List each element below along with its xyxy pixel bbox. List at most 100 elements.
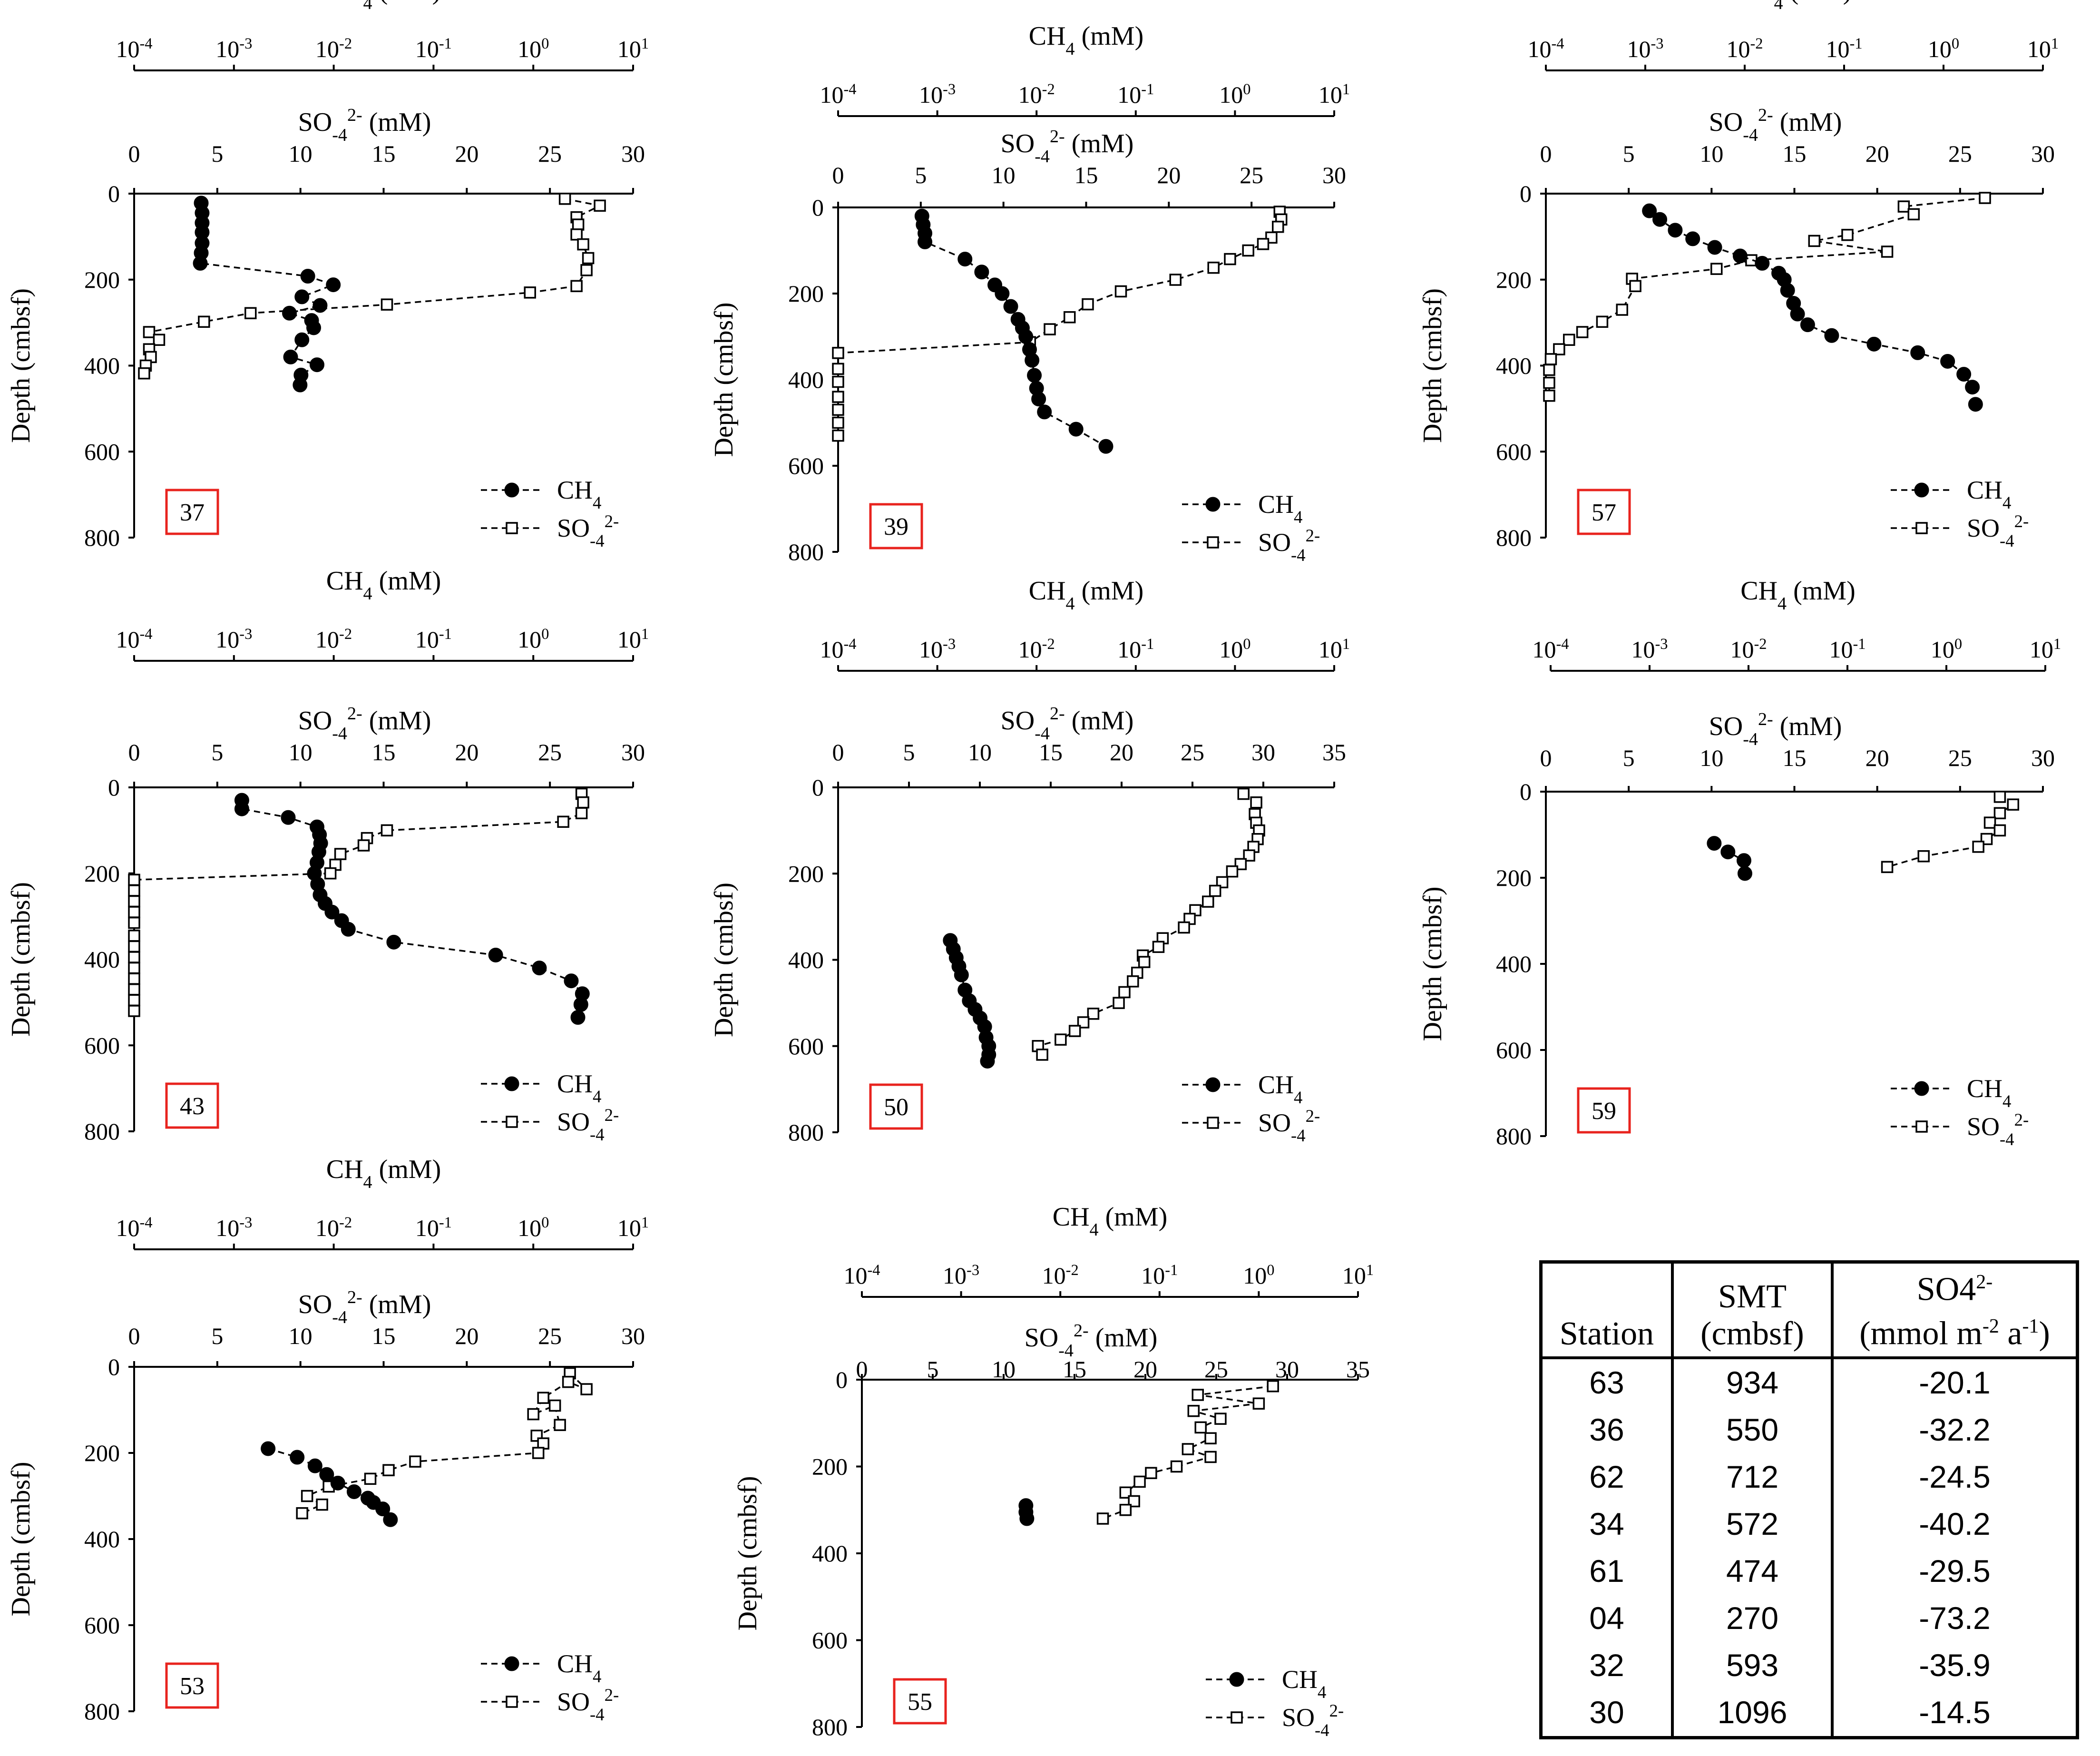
- flux-cell: -40.2: [1919, 1506, 1991, 1542]
- so4-data-point: [558, 193, 571, 205]
- ch4-tick-label: 10-1: [1826, 35, 1862, 62]
- so4-data-point: [1983, 816, 1996, 829]
- ch4-tick-label: 10-3: [215, 35, 252, 62]
- flux-header-superscript: 2-: [1976, 1271, 1993, 1293]
- so4-data-point: [575, 807, 588, 819]
- so4-data-point: [594, 199, 606, 212]
- so4-data-point: [832, 363, 844, 375]
- so4-data-point: [409, 1455, 421, 1468]
- ch4-data-point: [1707, 836, 1722, 851]
- so4-data-point: [128, 916, 140, 929]
- depth-axis-title: Depth (cmbsf): [709, 302, 739, 457]
- station-label: 37: [180, 499, 205, 526]
- so4-series-line: [837, 211, 1282, 436]
- ch4-tick-label: 10-2: [315, 1214, 352, 1241]
- so4-tick-label: 25: [538, 140, 562, 167]
- ch4-data-point: [383, 1512, 398, 1527]
- legend-ch4-label: CH4: [1258, 490, 1302, 527]
- legend-ch4-label: CH4: [557, 1649, 601, 1686]
- so4-data-point: [1145, 1467, 1157, 1479]
- ch4-data-point: [1866, 336, 1882, 352]
- ch4-data-point: [1755, 255, 1770, 271]
- legend-so4-label: SO-42-: [1258, 526, 1320, 565]
- station-cell: 36: [1541, 1406, 1674, 1453]
- so4-data-point: [1044, 323, 1056, 335]
- ch4-data-point: [1737, 866, 1752, 881]
- so4-data-point: [1553, 343, 1565, 355]
- so4-data-point: [1178, 921, 1190, 934]
- ch4-tick-label: 10-2: [1042, 1262, 1079, 1289]
- depth-tick-label: 600: [1496, 1037, 1532, 1063]
- ch4-data-point: [283, 349, 298, 364]
- ch4-data-point: [1642, 203, 1657, 218]
- ch4-data-point: [957, 252, 973, 267]
- depth-tick-label: 400: [1496, 951, 1532, 977]
- so4-axis-title: SO-42- (mM): [1001, 127, 1134, 167]
- ch4-data-point: [1968, 397, 1983, 412]
- ch4-tick-label: 10-3: [1631, 636, 1668, 663]
- smt-cell: 712: [1672, 1453, 1834, 1501]
- so4-axis-title: SO-42- (mM): [298, 704, 431, 744]
- so4-data-point: [1596, 315, 1609, 328]
- legend-so4-marker: [1207, 1117, 1219, 1129]
- so4-tick-label: 25: [538, 1323, 562, 1349]
- station-label: 55: [908, 1688, 932, 1716]
- station-cell: 30: [1541, 1688, 1674, 1738]
- depth-tick-label: 400: [788, 947, 824, 973]
- so4-data-point: [527, 1408, 539, 1421]
- depth-tick-label: 0: [1520, 180, 1532, 207]
- smt-cell: 934: [1672, 1357, 1834, 1406]
- ch4-data-point: [1910, 345, 1925, 360]
- smt-cell: 572: [1672, 1500, 1834, 1548]
- so4-tick-label: 0: [1540, 745, 1552, 771]
- ch4-tick-label: 100: [1931, 636, 1962, 663]
- depth-tick-label: 600: [812, 1627, 848, 1654]
- ch4-series-line: [241, 800, 584, 1018]
- flux-header-line2: (mmol m-2 a-1): [1859, 1315, 2050, 1352]
- so4-data-point: [570, 280, 583, 293]
- so4-tick-label: 30: [621, 1323, 645, 1349]
- ch4-data-point: [261, 1441, 276, 1456]
- ch4-tick-label: 10-2: [1018, 636, 1055, 663]
- so4-data-point: [1133, 1475, 1146, 1488]
- ch4-data-point: [294, 289, 310, 304]
- station-cell: 04: [1541, 1594, 1674, 1642]
- so4-data-point: [832, 347, 844, 359]
- so4-tick-label: 35: [1322, 739, 1346, 765]
- smt-cell: 593: [1672, 1641, 1834, 1689]
- depth-tick-label: 800: [788, 1119, 824, 1146]
- station-column-header: Station: [1541, 1262, 1674, 1359]
- so4-data-point: [548, 1399, 561, 1412]
- so4-data-point: [1087, 1008, 1100, 1020]
- ch4-data-point: [1824, 328, 1839, 343]
- ch4-axis-title: CH4 (mM): [1740, 576, 1856, 614]
- so4-data-point: [1972, 841, 1984, 853]
- table-row: 36 550 -32.2: [1541, 1406, 2078, 1453]
- depth-tick-label: 200: [788, 280, 824, 307]
- smt-header-line2: (cmbsf): [1700, 1315, 1804, 1352]
- flux-cell: -29.5: [1919, 1553, 1991, 1589]
- legend-so4-label: SO-42-: [557, 1105, 619, 1144]
- ch4-axis-title: CH4 (mM): [1029, 576, 1144, 614]
- so4-data-point: [1543, 363, 1555, 376]
- so4-tick-label: 30: [2031, 140, 2055, 167]
- so4-tick-label: 25: [1240, 162, 1263, 188]
- so4-data-point: [1113, 997, 1125, 1009]
- so4-data-point: [1629, 280, 1641, 293]
- ch4-tick-label: 101: [2030, 636, 2061, 663]
- so4-data-point: [832, 375, 844, 388]
- legend-so4-label: SO-42-: [1967, 511, 2029, 550]
- legend-so4-label: SO-42-: [1282, 1701, 1344, 1740]
- so4-data-point: [1543, 390, 1555, 402]
- so4-tick-label: 25: [1948, 140, 1972, 167]
- depth-tick-label: 400: [84, 946, 120, 973]
- ch4-tick-label: 101: [2027, 35, 2059, 62]
- so4-data-point: [128, 906, 140, 918]
- ch4-data-point: [954, 967, 969, 982]
- so4-data-point: [1543, 376, 1555, 389]
- station-label-box: [165, 489, 219, 535]
- so4-data-point: [1979, 192, 1991, 204]
- so4-data-point: [1907, 208, 1920, 221]
